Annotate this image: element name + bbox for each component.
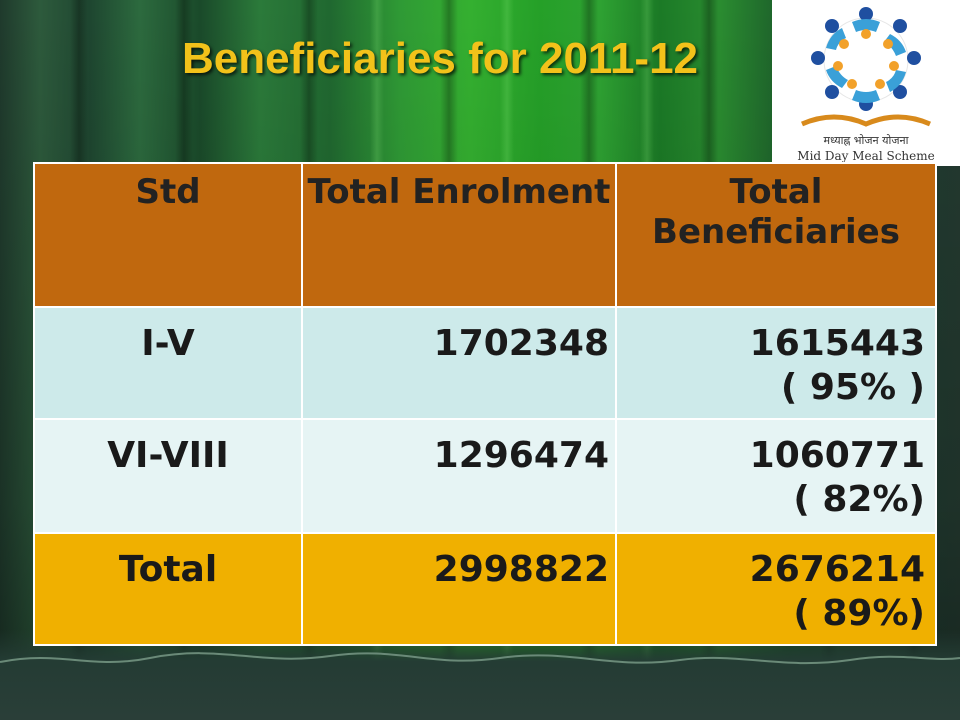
cell-enrolment: 2998822 xyxy=(433,549,609,590)
cell-std: VI-VIII xyxy=(107,435,229,476)
header-std: Std xyxy=(33,162,303,308)
curtain-floor xyxy=(0,630,960,720)
logo-caption-english: Mid Day Meal Scheme xyxy=(797,149,935,163)
curtain-hem-svg xyxy=(0,652,960,665)
slide-title: Beneficiaries for 2011-12 xyxy=(181,34,699,83)
beneficiaries-value: 1615443 xyxy=(749,323,925,364)
table-header-row: Std Total Enrolment Total Beneficiaries xyxy=(33,162,937,308)
table-row: I-V 1702348 1615443 ( 95% ) xyxy=(33,306,937,420)
logo-caption-hindi: मध्याह्न भोजन योजना xyxy=(823,134,909,147)
cell-std: Total xyxy=(118,549,218,590)
mid-day-meal-logo: मध्याह्न भोजन योजना Mid Day Meal Scheme xyxy=(772,0,960,166)
beneficiaries-value: 1060771 xyxy=(749,435,925,476)
cell-beneficiaries: 2676214 ( 89%) xyxy=(617,534,935,636)
beneficiaries-table: Std Total Enrolment Total Beneficiaries … xyxy=(33,162,937,646)
cell-beneficiaries: 1060771 ( 82%) xyxy=(617,420,935,522)
children-circle-icon xyxy=(800,7,932,127)
table-row-total: Total 2998822 2676214 ( 89%) xyxy=(33,532,937,646)
beneficiaries-percent: ( 82%) xyxy=(793,479,925,520)
beneficiaries-percent: ( 89%) xyxy=(793,593,925,634)
beneficiaries-value: 2676214 xyxy=(749,549,925,590)
header-total-beneficiaries: Total Beneficiaries xyxy=(615,162,937,308)
beneficiaries-percent: ( 95% ) xyxy=(780,367,925,408)
cell-enrolment: 1702348 xyxy=(433,323,609,364)
table-row: VI-VIII 1296474 1060771 ( 82%) xyxy=(33,418,937,534)
cell-beneficiaries: 1615443 ( 95% ) xyxy=(617,308,935,410)
cell-enrolment: 1296474 xyxy=(433,435,609,476)
header-total-enrolment: Total Enrolment xyxy=(301,162,617,308)
cell-std: I-V xyxy=(141,323,195,364)
